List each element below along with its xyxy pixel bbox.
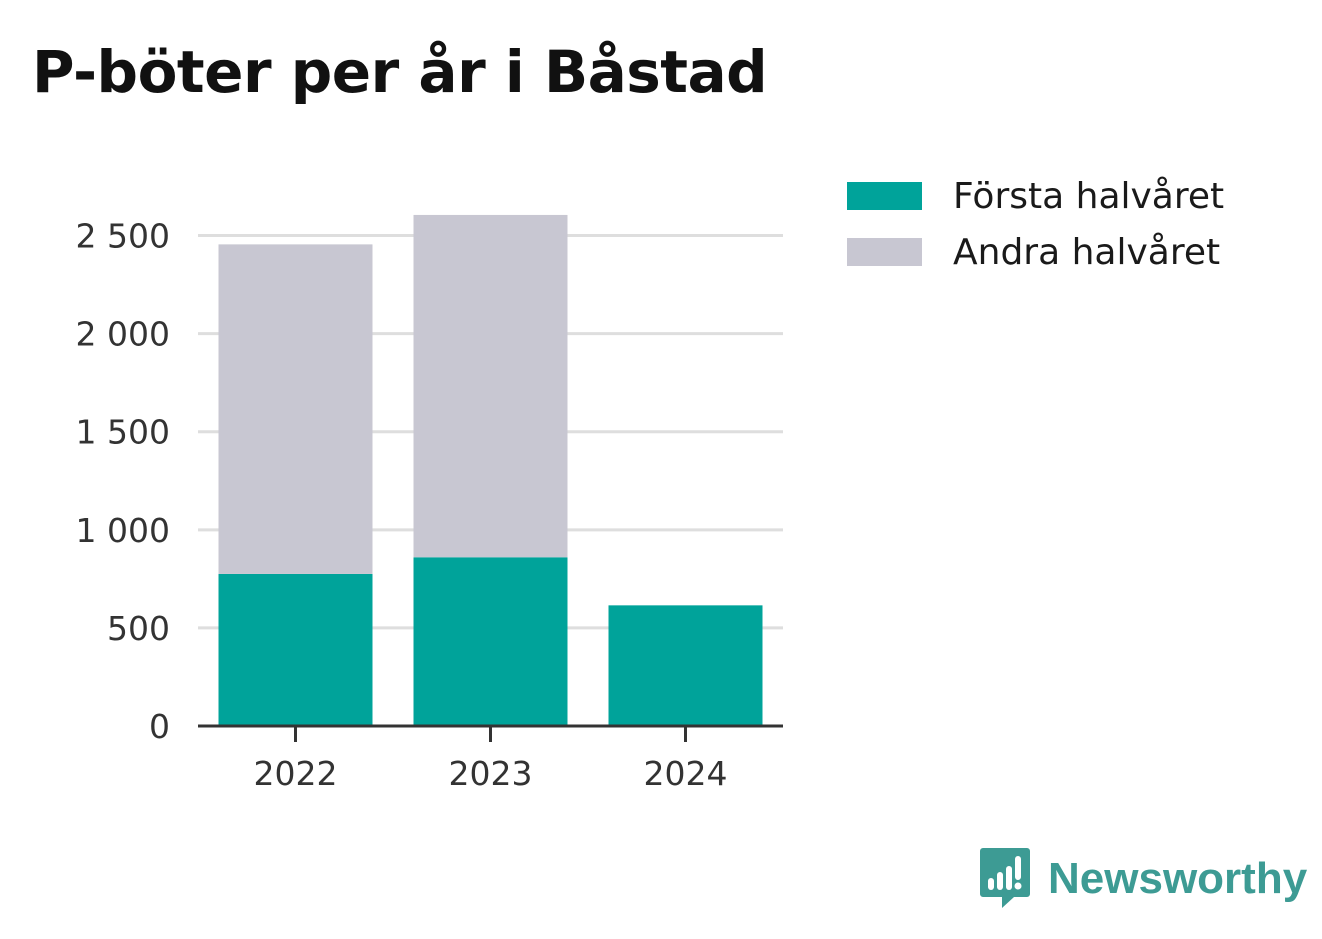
- bar-2023-series-0: [413, 557, 568, 726]
- bar-2022-series-0: [218, 573, 373, 726]
- legend-item-first-half: Första halvåret: [847, 168, 1224, 224]
- chart-title: P-böter per år i Båstad: [32, 38, 768, 106]
- bar-2024-series-0: [608, 605, 763, 726]
- y-axis: 0 500 1 000 1 500 2 000 2 500: [76, 217, 170, 746]
- brand-logo: Newsworthy: [980, 848, 1307, 910]
- x-tick-label-2024: 2024: [644, 754, 728, 793]
- legend-label-second-half: Andra halvåret: [953, 231, 1221, 273]
- brand-name: Newsworthy: [1048, 854, 1308, 903]
- bar-2023-series-1: [413, 214, 568, 558]
- legend: Första halvåret Andra halvåret: [847, 168, 1224, 280]
- legend-item-second-half: Andra halvåret: [847, 224, 1224, 280]
- legend-swatch-second-half: [847, 238, 922, 266]
- bar-2022-series-1: [218, 244, 373, 574]
- y-tick-label-2000: 2 000: [76, 315, 170, 354]
- x-tick-labels: 2022 2023 2024: [254, 754, 728, 793]
- legend-swatch-first-half: [847, 182, 922, 210]
- bars: [218, 214, 763, 726]
- y-tick-label-0: 0: [149, 707, 170, 746]
- y-tick-label-1000: 1 000: [76, 511, 170, 550]
- x-axis: [198, 724, 783, 742]
- x-tick-label-2022: 2022: [254, 754, 338, 793]
- y-tick-label-500: 500: [107, 609, 170, 648]
- x-tick-label-2023: 2023: [449, 754, 533, 793]
- legend-label-first-half: Första halvåret: [953, 175, 1225, 217]
- y-tick-label-2500: 2 500: [76, 217, 170, 256]
- y-tick-label-1500: 1 500: [76, 413, 170, 452]
- newsworthy-logo-icon: [980, 848, 1030, 908]
